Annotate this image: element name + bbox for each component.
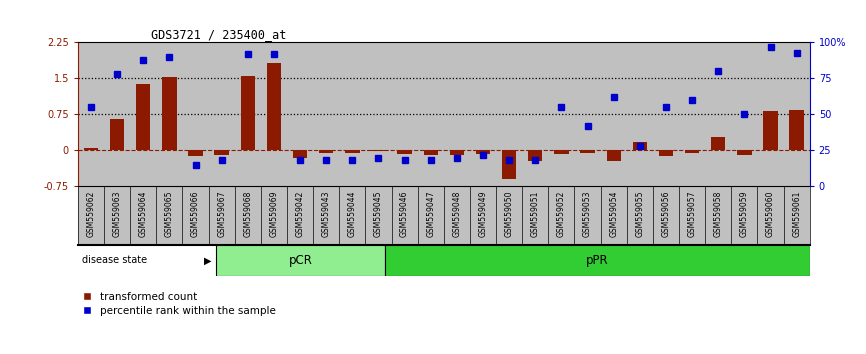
Text: GSM559058: GSM559058: [714, 191, 723, 237]
Text: GSM559049: GSM559049: [479, 191, 488, 238]
Text: GSM559054: GSM559054: [609, 191, 618, 238]
Text: GSM559045: GSM559045: [374, 191, 383, 238]
Bar: [216, 245, 385, 276]
Bar: [136, 84, 151, 150]
Bar: [189, 150, 203, 156]
Bar: [679, 42, 705, 186]
Bar: [209, 42, 235, 186]
Bar: [346, 150, 359, 153]
Bar: [548, 42, 574, 186]
Bar: [215, 150, 229, 155]
Bar: [554, 150, 569, 154]
Bar: [449, 150, 464, 155]
Bar: [287, 42, 313, 186]
Bar: [502, 150, 516, 179]
Text: GSM559046: GSM559046: [400, 191, 409, 238]
Text: GSM559050: GSM559050: [505, 191, 514, 238]
Text: GSM559055: GSM559055: [636, 191, 644, 238]
Bar: [339, 42, 365, 186]
Text: pPR: pPR: [586, 254, 609, 267]
Bar: [522, 42, 548, 186]
Bar: [293, 150, 307, 158]
Bar: [241, 76, 255, 150]
Text: GSM559044: GSM559044: [348, 191, 357, 238]
Bar: [758, 42, 784, 186]
Bar: [731, 42, 758, 186]
Text: GSM559067: GSM559067: [217, 191, 226, 238]
Bar: [157, 42, 183, 186]
Bar: [319, 150, 333, 153]
Text: GSM559066: GSM559066: [191, 191, 200, 238]
Bar: [790, 110, 804, 150]
Bar: [235, 42, 261, 186]
Text: GSM559060: GSM559060: [766, 191, 775, 238]
Bar: [162, 78, 177, 150]
Bar: [470, 42, 496, 186]
Text: GSM559069: GSM559069: [269, 191, 279, 238]
Text: ▶: ▶: [204, 255, 211, 266]
Bar: [528, 150, 542, 161]
Text: pCR: pCR: [288, 254, 313, 267]
Bar: [423, 150, 438, 155]
Text: GSM559062: GSM559062: [87, 191, 95, 237]
Bar: [391, 42, 417, 186]
Bar: [78, 42, 104, 186]
Text: GSM559061: GSM559061: [792, 191, 801, 237]
Text: GSM559063: GSM559063: [113, 191, 121, 238]
Bar: [110, 119, 125, 150]
Text: GSM559064: GSM559064: [139, 191, 148, 238]
Bar: [372, 150, 385, 151]
Bar: [183, 42, 209, 186]
Bar: [653, 42, 679, 186]
Bar: [705, 42, 731, 186]
Bar: [104, 42, 130, 186]
Bar: [737, 150, 752, 155]
Text: disease state: disease state: [82, 255, 147, 266]
Bar: [574, 42, 601, 186]
Bar: [417, 42, 443, 186]
Bar: [313, 42, 339, 186]
Bar: [84, 148, 98, 150]
Bar: [784, 42, 810, 186]
Bar: [475, 150, 490, 154]
Text: GSM559047: GSM559047: [426, 191, 436, 238]
Bar: [606, 150, 621, 161]
Text: GSM559056: GSM559056: [662, 191, 670, 238]
Bar: [130, 42, 157, 186]
Bar: [763, 111, 778, 150]
Text: GSM559051: GSM559051: [531, 191, 540, 237]
Bar: [443, 42, 470, 186]
Text: GDS3721 / 235400_at: GDS3721 / 235400_at: [152, 28, 287, 41]
Text: GSM559043: GSM559043: [322, 191, 331, 238]
Bar: [601, 42, 627, 186]
Bar: [711, 137, 726, 150]
Bar: [397, 150, 412, 154]
Bar: [580, 150, 595, 153]
Text: GSM559042: GSM559042: [295, 191, 305, 237]
Bar: [496, 42, 522, 186]
Bar: [627, 42, 653, 186]
Bar: [385, 245, 810, 276]
Text: GSM559059: GSM559059: [740, 191, 749, 238]
Bar: [659, 150, 673, 156]
Bar: [633, 142, 647, 150]
Text: GSM559068: GSM559068: [243, 191, 252, 237]
Text: GSM559048: GSM559048: [452, 191, 462, 237]
Bar: [685, 150, 699, 153]
Text: GSM559052: GSM559052: [557, 191, 565, 237]
Bar: [267, 63, 281, 150]
Text: GSM559057: GSM559057: [688, 191, 696, 238]
Text: GSM559065: GSM559065: [165, 191, 174, 238]
Legend: transformed count, percentile rank within the sample: transformed count, percentile rank withi…: [83, 292, 275, 316]
Bar: [365, 42, 391, 186]
Bar: [261, 42, 287, 186]
Text: GSM559053: GSM559053: [583, 191, 592, 238]
